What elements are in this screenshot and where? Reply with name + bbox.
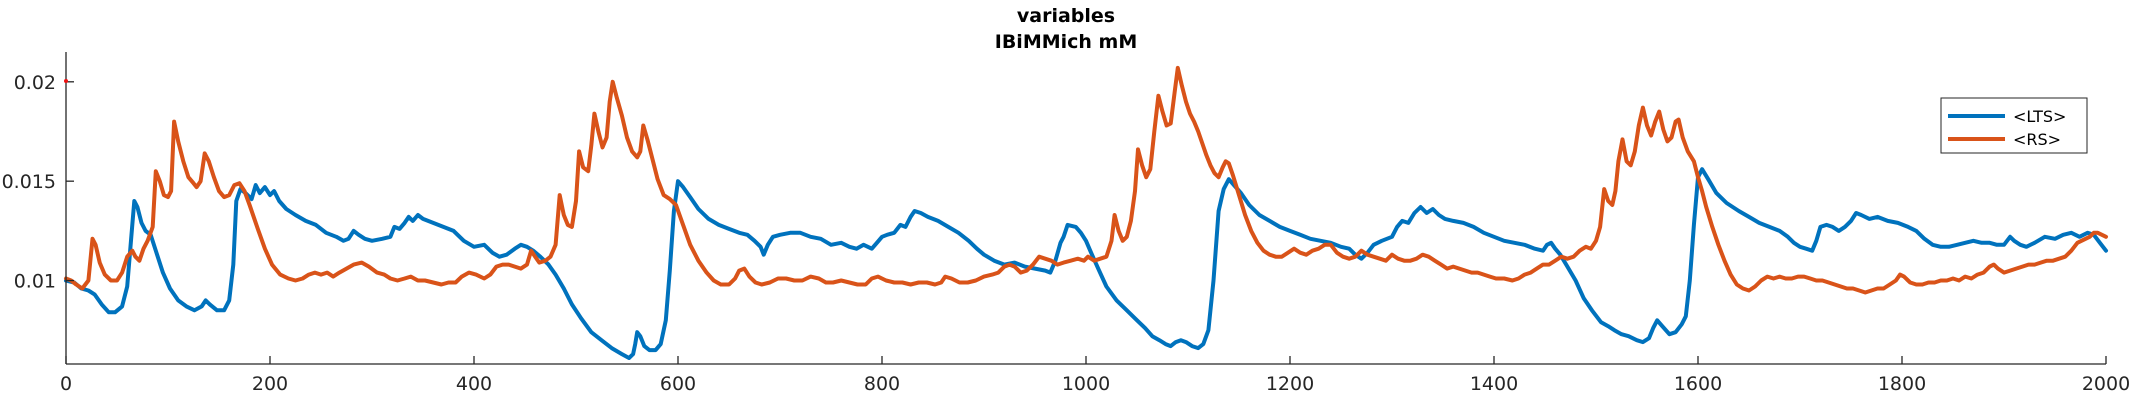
y-tick-label: 0.02 [14,72,56,94]
legend[interactable]: <LTS> <RS> [1940,97,2088,154]
series-line-rs [64,65,2108,295]
x-tick-label: 0 [60,373,72,395]
y-ticks: 0.01 0.015 0.02 [2,72,74,293]
axes-layer [65,52,2106,365]
x-tick-label: 200 [252,373,288,395]
x-tick-label: 1600 [1674,373,1722,395]
legend-box [1940,97,2088,154]
legend-label-lts: <LTS> [2013,107,2066,126]
series-line-lts [64,167,2108,360]
x-tick-label: 1800 [1878,373,1926,395]
chart-title: variables [1017,5,1115,27]
x-tick-label: 1000 [1062,373,1110,395]
x-tick-label: 400 [456,373,492,395]
x-tick-label: 1400 [1470,373,1518,395]
x-tick-label: 2000 [2082,373,2130,395]
y-tick-label: 0.015 [2,171,56,193]
series-layer [64,65,2108,360]
plot-area: 0 200 400 600 800 1000 1200 1400 1600 1800 2000 0.… [2,52,2130,395]
origin-marker [64,79,68,83]
chart-subtitle: IBiMMich mM [995,31,1138,53]
x-ticks: 0 200 400 600 800 1000 1200 1400 1600 1800 2000 [60,356,2130,395]
x-tick-label: 600 [660,373,696,395]
x-tick-label: 800 [864,373,900,395]
legend-label-rs: <RS> [2013,130,2061,149]
x-tick-label: 1200 [1266,373,1314,395]
y-tick-label: 0.01 [14,271,56,293]
